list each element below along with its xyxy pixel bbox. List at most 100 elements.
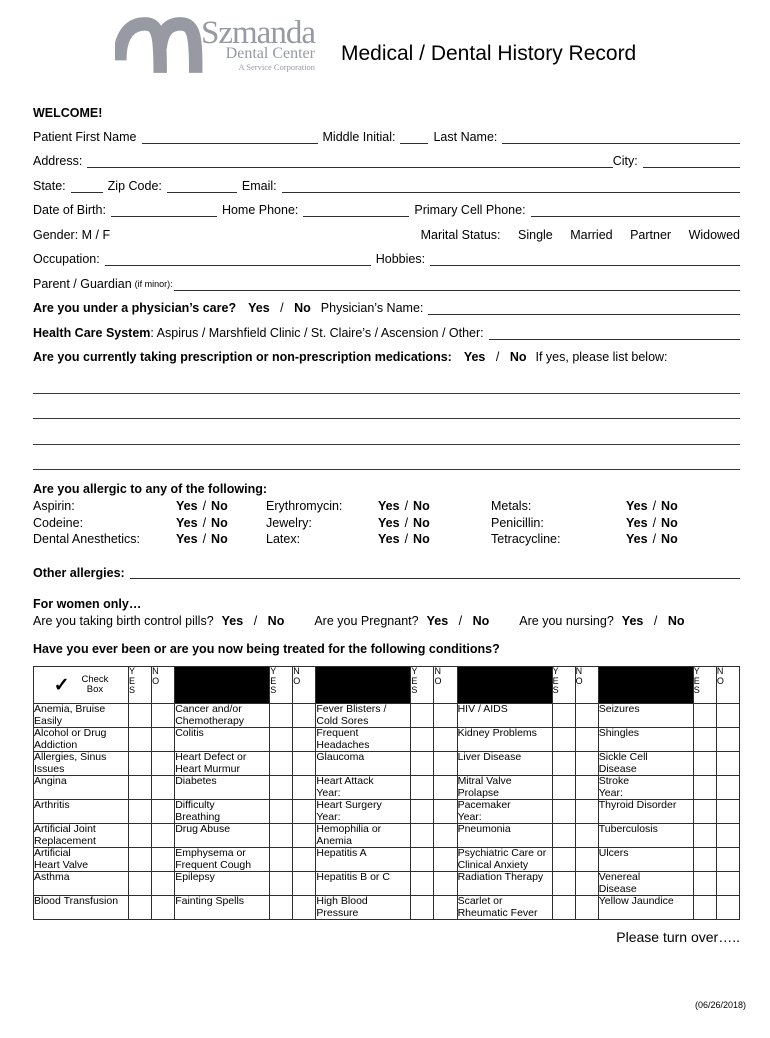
condition-no-checkbox[interactable] xyxy=(574,775,599,800)
state-input-line[interactable] xyxy=(70,181,103,193)
condition-no-checkbox[interactable] xyxy=(715,727,741,752)
yes-option[interactable]: Yes xyxy=(463,350,486,364)
condition-no-checkbox[interactable] xyxy=(433,703,458,728)
condition-no-checkbox[interactable] xyxy=(715,799,741,824)
email-input-line[interactable] xyxy=(281,181,740,193)
condition-yes-checkbox[interactable] xyxy=(692,703,717,728)
yes-option[interactable]: Yes xyxy=(626,499,648,513)
other-allergies-input-line[interactable] xyxy=(129,567,740,579)
condition-yes-checkbox[interactable] xyxy=(692,727,717,752)
city-input-line[interactable] xyxy=(642,156,740,168)
yes-option[interactable]: Yes xyxy=(626,515,648,530)
condition-no-checkbox[interactable] xyxy=(574,823,599,848)
medication-line-3[interactable] xyxy=(33,419,740,445)
condition-no-checkbox[interactable] xyxy=(433,751,458,776)
medication-line-4[interactable] xyxy=(33,445,740,470)
no-option[interactable]: No xyxy=(472,613,490,628)
condition-yes-checkbox[interactable] xyxy=(269,895,294,920)
condition-yes-checkbox[interactable] xyxy=(410,799,435,824)
condition-yes-checkbox[interactable] xyxy=(269,751,294,776)
condition-no-checkbox[interactable] xyxy=(433,871,458,896)
condition-no-checkbox[interactable] xyxy=(292,703,317,728)
condition-yes-checkbox[interactable] xyxy=(410,751,435,776)
condition-no-checkbox[interactable] xyxy=(574,847,599,872)
no-option[interactable]: No xyxy=(211,499,228,513)
middle-initial-input-line[interactable] xyxy=(400,132,429,144)
condition-no-checkbox[interactable] xyxy=(574,703,599,728)
no-option[interactable]: No xyxy=(211,515,228,530)
marital-option-partner[interactable]: Partner xyxy=(630,227,672,242)
condition-yes-checkbox[interactable] xyxy=(269,847,294,872)
no-option[interactable]: No xyxy=(661,515,678,530)
condition-no-checkbox[interactable] xyxy=(574,871,599,896)
condition-yes-checkbox[interactable] xyxy=(269,799,294,824)
yes-option[interactable]: Yes xyxy=(626,532,648,546)
condition-yes-checkbox[interactable] xyxy=(269,727,294,752)
condition-no-checkbox[interactable] xyxy=(574,799,599,824)
condition-no-checkbox[interactable] xyxy=(715,823,741,848)
no-option[interactable]: No xyxy=(294,301,311,315)
no-option[interactable]: No xyxy=(267,613,285,628)
condition-yes-checkbox[interactable] xyxy=(269,775,294,800)
condition-no-checkbox[interactable] xyxy=(433,727,458,752)
no-option[interactable]: No xyxy=(413,532,430,546)
condition-yes-checkbox[interactable] xyxy=(551,727,576,752)
yes-option[interactable]: Yes xyxy=(378,499,400,513)
condition-no-checkbox[interactable] xyxy=(433,895,458,920)
parent-guardian-input-line[interactable] xyxy=(173,279,740,291)
condition-yes-checkbox[interactable] xyxy=(410,703,435,728)
condition-yes-checkbox[interactable] xyxy=(551,751,576,776)
condition-no-checkbox[interactable] xyxy=(151,703,176,728)
yes-option[interactable]: Yes xyxy=(176,499,198,513)
physician-name-input-line[interactable] xyxy=(428,303,740,315)
condition-yes-checkbox[interactable] xyxy=(410,871,435,896)
condition-yes-checkbox[interactable] xyxy=(410,895,435,920)
condition-no-checkbox[interactable] xyxy=(292,823,317,848)
condition-no-checkbox[interactable] xyxy=(292,751,317,776)
condition-no-checkbox[interactable] xyxy=(151,727,176,752)
condition-no-checkbox[interactable] xyxy=(715,703,741,728)
condition-yes-checkbox[interactable] xyxy=(551,895,576,920)
cell-phone-input-line[interactable] xyxy=(530,205,740,217)
condition-yes-checkbox[interactable] xyxy=(128,823,153,848)
condition-no-checkbox[interactable] xyxy=(433,775,458,800)
marital-option-widowed[interactable]: Widowed xyxy=(688,227,740,242)
yes-option[interactable]: Yes xyxy=(621,613,644,628)
condition-yes-checkbox[interactable] xyxy=(128,799,153,824)
home-phone-input-line[interactable] xyxy=(303,205,410,217)
condition-yes-checkbox[interactable] xyxy=(692,823,717,848)
condition-yes-checkbox[interactable] xyxy=(128,751,153,776)
zip-input-line[interactable] xyxy=(166,181,237,193)
condition-yes-checkbox[interactable] xyxy=(128,871,153,896)
medication-line-2[interactable] xyxy=(33,394,740,419)
condition-yes-checkbox[interactable] xyxy=(551,871,576,896)
medication-line-1[interactable] xyxy=(33,368,740,394)
condition-no-checkbox[interactable] xyxy=(151,895,176,920)
hobbies-input-line[interactable] xyxy=(430,254,740,266)
condition-no-checkbox[interactable] xyxy=(292,727,317,752)
condition-yes-checkbox[interactable] xyxy=(692,751,717,776)
condition-no-checkbox[interactable] xyxy=(292,895,317,920)
dob-input-line[interactable] xyxy=(110,205,217,217)
condition-yes-checkbox[interactable] xyxy=(692,775,717,800)
yes-option[interactable]: Yes xyxy=(221,613,244,628)
no-option[interactable]: No xyxy=(509,350,527,364)
condition-yes-checkbox[interactable] xyxy=(551,847,576,872)
condition-no-checkbox[interactable] xyxy=(151,775,176,800)
condition-no-checkbox[interactable] xyxy=(292,871,317,896)
condition-no-checkbox[interactable] xyxy=(151,751,176,776)
condition-no-checkbox[interactable] xyxy=(574,751,599,776)
condition-no-checkbox[interactable] xyxy=(151,847,176,872)
condition-yes-checkbox[interactable] xyxy=(410,727,435,752)
condition-yes-checkbox[interactable] xyxy=(410,823,435,848)
address-input-line[interactable] xyxy=(87,156,613,168)
condition-no-checkbox[interactable] xyxy=(292,799,317,824)
condition-no-checkbox[interactable] xyxy=(715,847,741,872)
health-system-other-input-line[interactable] xyxy=(488,328,740,340)
marital-option-married[interactable]: Married xyxy=(570,227,613,242)
condition-no-checkbox[interactable] xyxy=(574,727,599,752)
condition-yes-checkbox[interactable] xyxy=(410,847,435,872)
condition-yes-checkbox[interactable] xyxy=(692,799,717,824)
health-system-options[interactable]: : Aspirus / Marshfield Clinic / St. Clai… xyxy=(150,325,484,340)
condition-no-checkbox[interactable] xyxy=(151,871,176,896)
